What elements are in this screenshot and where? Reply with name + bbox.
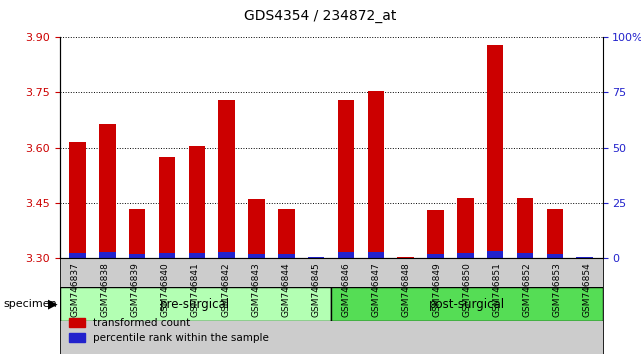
Legend: transformed count, percentile rank within the sample: transformed count, percentile rank withi… <box>65 314 273 347</box>
Text: GSM746837: GSM746837 <box>71 262 79 317</box>
Bar <box>457 253 474 258</box>
Text: post-surgical: post-surgical <box>429 298 505 311</box>
Text: pre-surgical: pre-surgical <box>160 298 230 311</box>
Text: GSM746842: GSM746842 <box>221 262 230 316</box>
Text: GSM746847: GSM746847 <box>372 262 381 317</box>
Bar <box>278 254 294 258</box>
Bar <box>428 211 444 258</box>
Bar <box>219 100 235 258</box>
Bar <box>99 124 115 258</box>
Text: GSM746838: GSM746838 <box>101 262 110 317</box>
Bar <box>69 253 86 258</box>
Bar <box>368 91 384 258</box>
Bar <box>428 254 444 258</box>
Text: GSM746848: GSM746848 <box>402 262 411 317</box>
Text: GSM746846: GSM746846 <box>342 262 351 317</box>
Bar <box>159 157 175 258</box>
Bar <box>576 257 593 258</box>
Text: GSM746845: GSM746845 <box>312 262 320 317</box>
Bar <box>248 199 265 258</box>
Text: ▶: ▶ <box>47 298 58 311</box>
Bar <box>129 209 146 258</box>
Bar <box>188 146 205 258</box>
Bar <box>308 257 324 258</box>
Bar <box>69 142 86 258</box>
Text: GSM746853: GSM746853 <box>553 262 562 317</box>
Text: GSM746844: GSM746844 <box>281 262 290 316</box>
Bar <box>517 253 533 258</box>
Text: GSM746843: GSM746843 <box>251 262 260 317</box>
Text: GSM746854: GSM746854 <box>583 262 592 317</box>
FancyBboxPatch shape <box>331 287 603 321</box>
Bar <box>547 254 563 258</box>
Text: GSM746839: GSM746839 <box>131 262 140 317</box>
Bar <box>188 253 205 258</box>
Bar <box>338 252 354 258</box>
Text: GSM746840: GSM746840 <box>161 262 170 317</box>
Bar <box>547 209 563 258</box>
Bar <box>487 45 503 258</box>
Text: GSM746849: GSM746849 <box>432 262 441 317</box>
FancyBboxPatch shape <box>60 287 331 321</box>
Bar <box>308 257 324 258</box>
Text: specimen: specimen <box>3 299 57 309</box>
Text: GSM746851: GSM746851 <box>492 262 501 317</box>
Bar <box>278 209 294 258</box>
Bar <box>248 254 265 258</box>
Bar <box>129 254 146 258</box>
Bar <box>517 198 533 258</box>
Bar <box>99 252 115 258</box>
Bar <box>397 257 414 258</box>
Text: GSM746841: GSM746841 <box>191 262 200 317</box>
Bar <box>368 251 384 258</box>
Text: GDS4354 / 234872_at: GDS4354 / 234872_at <box>244 9 397 23</box>
Bar <box>487 251 503 258</box>
Text: GSM746850: GSM746850 <box>462 262 471 317</box>
Text: GSM746852: GSM746852 <box>522 262 531 317</box>
Bar <box>338 100 354 258</box>
Bar <box>159 253 175 258</box>
Bar <box>457 198 474 258</box>
Bar <box>576 257 593 258</box>
Bar <box>219 252 235 258</box>
Bar <box>60 258 603 354</box>
